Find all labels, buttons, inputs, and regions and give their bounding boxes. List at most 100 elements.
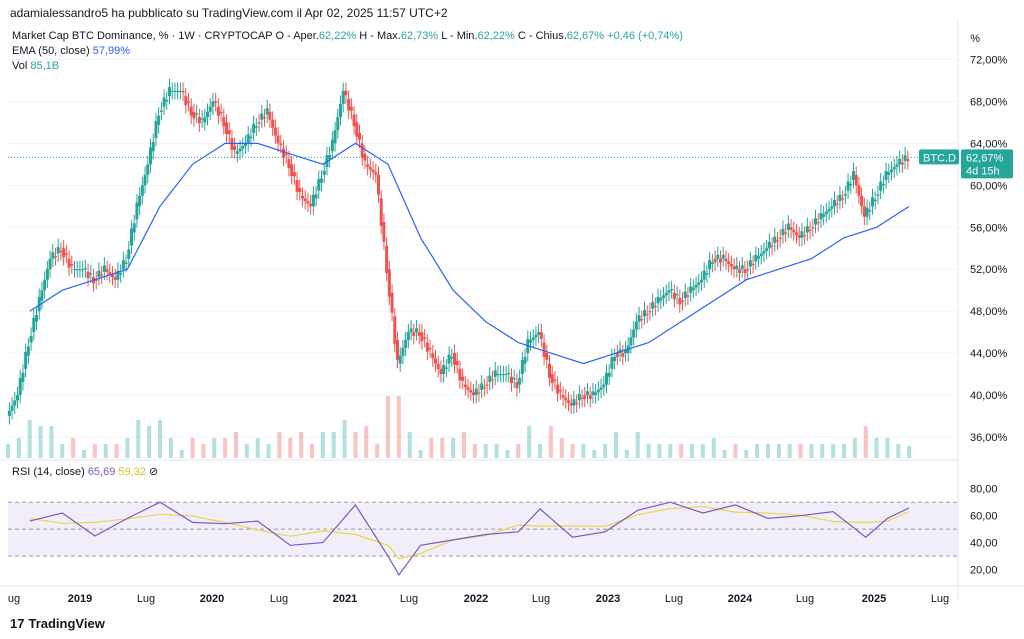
candle-body [32,317,36,333]
volume-bar [494,444,499,458]
candle-body [776,240,779,242]
volume-bar [722,450,727,458]
candle-body [713,258,717,263]
price-tick-label: 40,00% [970,390,1008,402]
volume-bar [690,444,694,458]
candle-body [292,172,296,177]
candle-body [184,96,188,106]
volume-bar [158,420,162,458]
volume-bar [646,444,651,458]
price-badge-countdown: 4d 15h [966,165,1000,177]
volume-bar [483,444,488,458]
candle-body [252,123,256,133]
price-badge-value: 62,67% [966,152,1004,164]
candle-body [751,263,755,266]
legend-vol-row[interactable]: Vol 85,1B [12,60,59,72]
candle-body [556,384,560,394]
candle-body [138,195,142,207]
legend-rsi-row[interactable]: RSI (14, close) 65,69 59,32 ⊘ [12,465,158,478]
symbol-badge-text: BTC.D [923,152,956,164]
legend-ema-row[interactable]: EMA (50, close) 57,99% [12,45,130,57]
candle-body [211,101,215,107]
volume-bar [472,444,477,458]
candle-body [43,279,47,291]
volume-bar [266,444,271,458]
candle-body [588,395,592,399]
candle-body [805,226,809,233]
volume-bar [310,444,314,458]
candle-body [811,227,815,229]
candle-body [415,328,418,333]
volume-bar [527,426,532,458]
candle-body [778,237,782,239]
candle-body [377,174,380,195]
candle-body [580,397,584,399]
rsi-line [29,501,910,576]
candle-body [678,298,682,305]
volume-bar [787,444,792,458]
volume-bar [375,444,380,458]
candle-body [442,365,446,375]
candle-body [564,397,568,401]
candle-body [254,126,258,128]
volume-bar [744,450,749,458]
candle-body [575,402,579,405]
volume-bar [451,438,456,458]
volume-bar [38,426,43,458]
volume-bar [212,438,217,458]
candle-body [632,329,636,338]
candle-body [610,357,614,369]
volume-bar [27,420,32,458]
candle-body [862,206,866,217]
open-value: 62,22% [318,30,357,42]
candle-body [667,290,671,293]
volume-bar [559,438,564,458]
candle-body [596,389,600,393]
candle-body [24,351,28,369]
symbol-title[interactable]: Market Cap BTC Dominance, % · 1W · CRYPT… [12,30,273,42]
candle-body [352,114,356,127]
candle-body [461,376,465,381]
candle-body [450,356,454,359]
rsi-label: RSI (14, close) [12,466,85,478]
candle-body [121,260,125,270]
candle-body [615,353,619,357]
visibility-icon[interactable]: ⊘ [149,466,159,478]
candle-body [225,122,228,135]
candle-body [814,218,817,225]
candle-body [260,113,264,120]
candle-body [670,289,674,291]
candle-body [542,342,546,357]
candle-body [385,245,389,273]
time-tick-label: 2021 [333,593,357,605]
candle-body [890,169,893,173]
candle-body [271,119,275,128]
volume-bar [255,438,260,458]
candle-body [26,346,30,356]
candle-body [40,290,44,301]
volume-bar [863,426,868,458]
volume-bar [809,444,814,458]
volume-bar [614,432,618,458]
candle-body [822,214,826,217]
candle-body [675,294,679,296]
candle-body [507,372,511,375]
candle-body [233,145,237,151]
candle-body [404,340,408,348]
candle-body [130,228,133,246]
candle-body [672,292,676,300]
candle-body [586,391,589,396]
candle-body [146,164,150,175]
candle-body [808,229,812,232]
candle-body [7,410,11,417]
candle-body [466,387,470,390]
candle-body [10,405,14,411]
candle-body [599,387,603,390]
candle-body [37,296,41,312]
candle-body [116,270,120,280]
open-label: O - Aper. [275,30,319,42]
candle-body [70,263,74,266]
rsi-tick-label: 80,00 [970,484,998,496]
price-tick-label: 56,00% [970,222,1008,234]
